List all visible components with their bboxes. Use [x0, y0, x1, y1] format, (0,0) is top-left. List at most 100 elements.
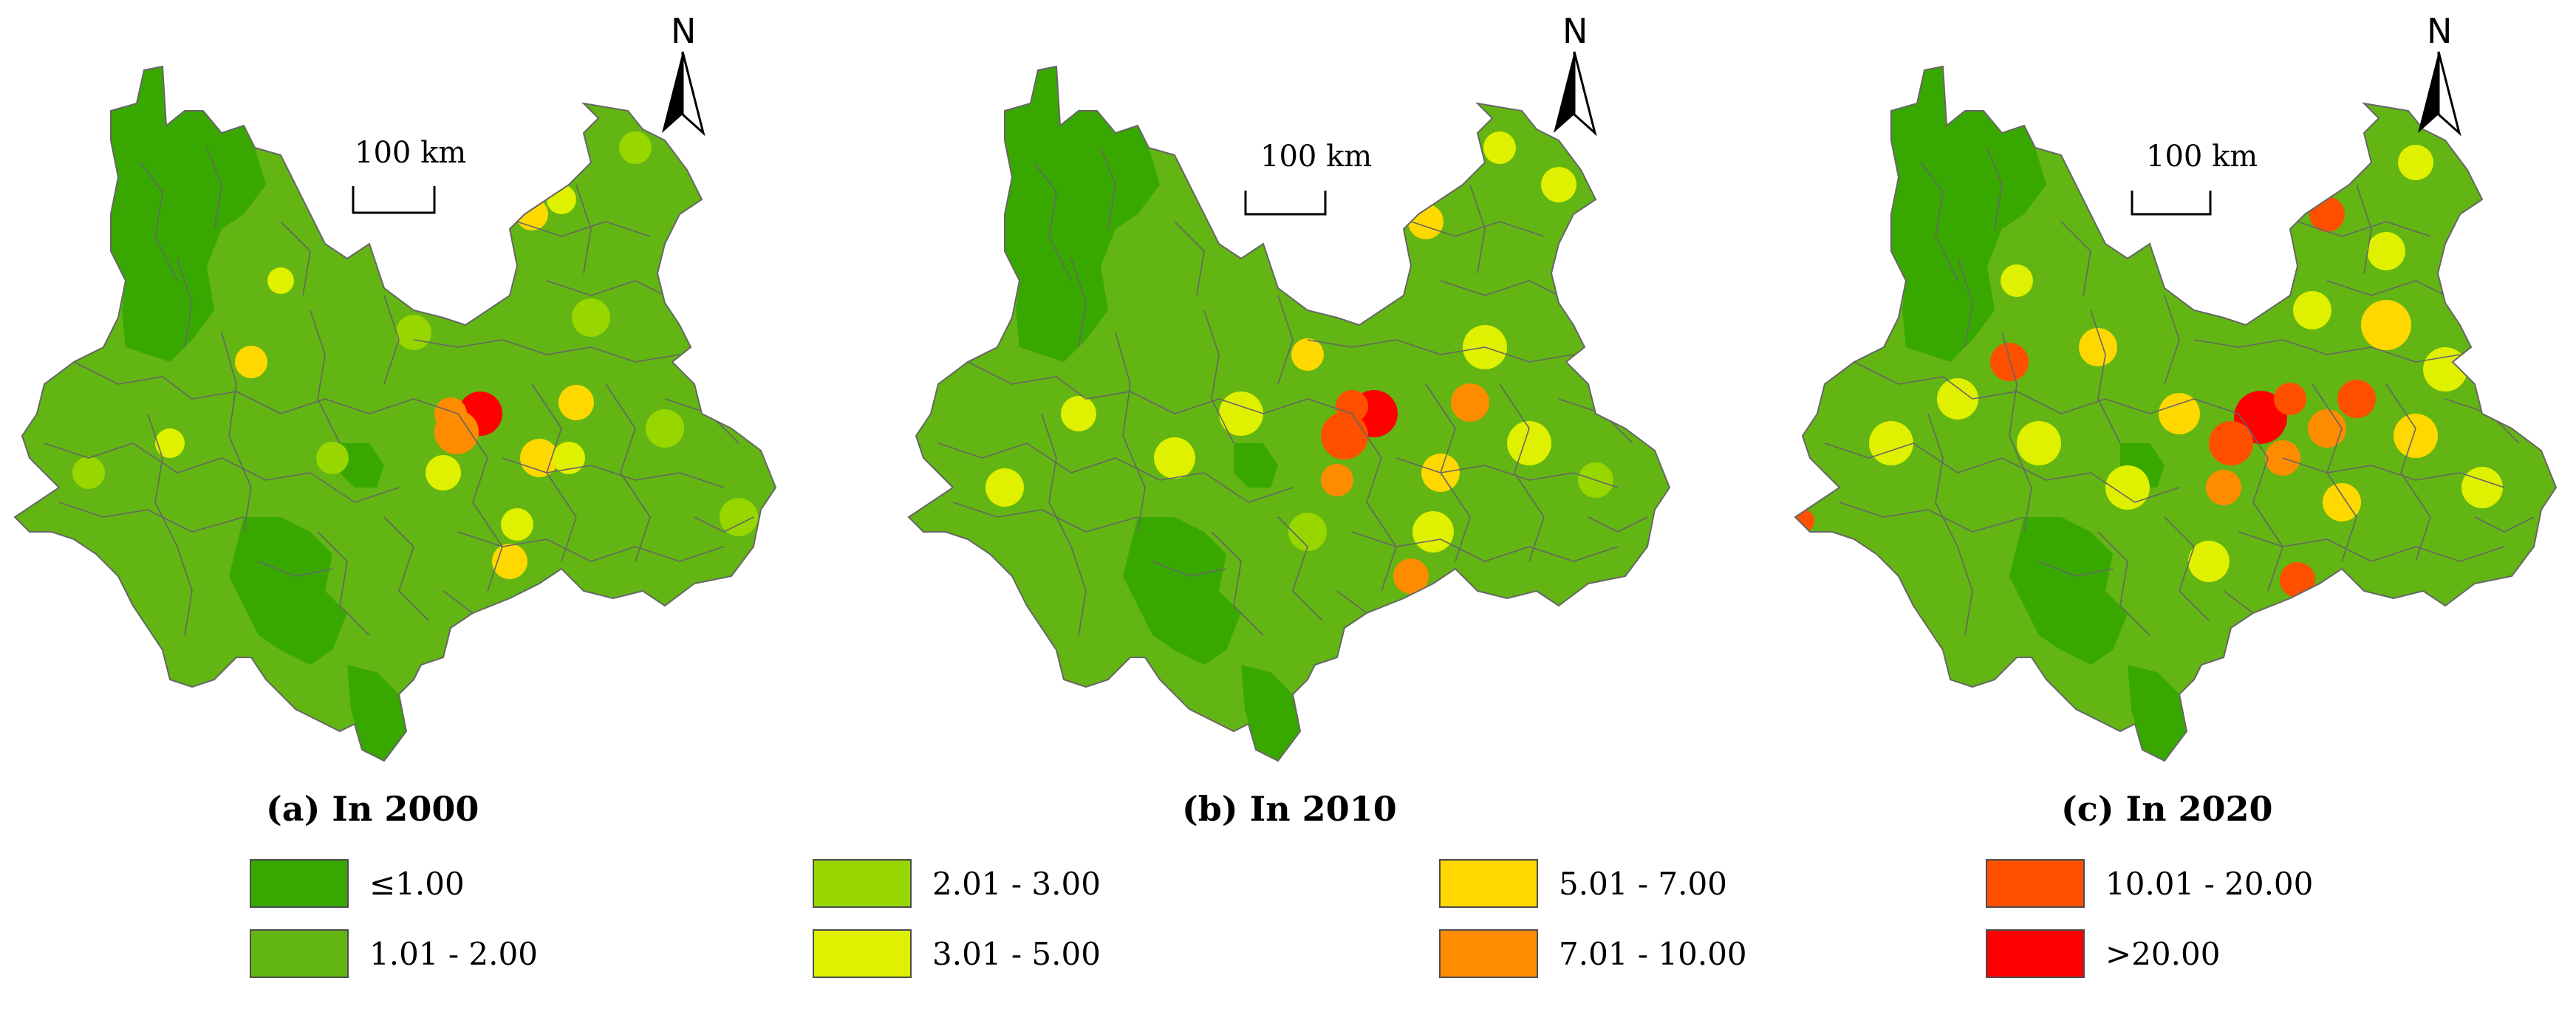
north-arrow-icon: N [1554, 11, 1597, 137]
density-hotspots [985, 131, 1613, 594]
density-region-c3to5 [2001, 264, 2033, 297]
density-region-c3to5 [1219, 392, 1263, 436]
legend-label: 5.01 - 7.00 [1559, 865, 1727, 902]
county-boundary [1920, 162, 1958, 281]
density-region-c5to7 [2323, 483, 2361, 522]
density-region-c5to7 [2394, 414, 2438, 458]
legend-swatch [1986, 859, 2085, 908]
county-boundary [58, 502, 245, 533]
county-boundary [1927, 413, 1973, 636]
legend-label: 2.01 - 3.00 [932, 865, 1101, 902]
legend-swatch [1439, 859, 1538, 908]
density-region-c3to5 [2293, 291, 2331, 329]
county-boundary [1469, 184, 1486, 274]
county-boundary [516, 221, 651, 237]
county-boundary [2385, 383, 2431, 562]
county-boundary [1351, 413, 1397, 592]
county-boundaries [44, 147, 754, 636]
county-boundary [2223, 590, 2254, 614]
density-region-c3to5 [2017, 421, 2061, 465]
county-boundary [2097, 531, 2150, 636]
county-boundary [177, 258, 193, 348]
density-hotspots [1795, 145, 2503, 598]
low-density-region [1123, 517, 1241, 665]
county-boundary [2297, 221, 2431, 237]
county-boundary [1824, 442, 2180, 503]
density-region-c3to5 [155, 428, 185, 458]
county-boundary [2060, 221, 2091, 296]
density-region-c2to3 [72, 457, 105, 489]
county-boundary [1957, 258, 1973, 348]
legend-label: >20.00 [2105, 935, 2221, 972]
county-boundary [1839, 502, 2025, 533]
density-region-c3to5 [2105, 465, 2150, 510]
low-density-regions [1005, 66, 1300, 761]
county-boundary [2164, 516, 2210, 621]
density-region-c3to5 [2461, 467, 2503, 508]
low-density-region [2009, 517, 2128, 665]
county-boundary [2282, 457, 2505, 488]
legend-item: 5.01 - 7.00 [1439, 859, 1727, 908]
density-region-c3to5 [1869, 421, 1913, 465]
density-region-c3to5 [426, 455, 461, 490]
county-boundary [457, 531, 725, 562]
density-region-c7to10 [2308, 409, 2346, 448]
county-boundary [317, 531, 370, 636]
county-boundary [258, 561, 333, 577]
density-region-c10to20 [1336, 390, 1368, 423]
county-boundary [1034, 162, 1072, 281]
county-boundary [1277, 516, 1323, 621]
legend-item: 10.01 - 20.00 [1986, 859, 2313, 908]
legend-label: 1.01 - 2.00 [369, 935, 538, 972]
legend-item: >20.00 [1986, 929, 2220, 978]
panel-title: (c) In 2020 [2061, 789, 2273, 829]
county-boundary [1395, 457, 1619, 488]
density-region-c7to10 [1321, 464, 1353, 496]
low-density-region [2128, 665, 2187, 761]
density-region-c3to5 [1412, 511, 1454, 553]
density-region-c7to10 [1451, 383, 1489, 422]
density-region-c3to5 [501, 508, 533, 541]
density-region-c10to20 [1990, 343, 2029, 381]
legend-item: 1.01 - 2.00 [250, 929, 538, 978]
county-boundary [310, 310, 341, 444]
low-density-region [1891, 66, 2046, 362]
county-boundary [206, 147, 222, 230]
county-boundary [1499, 383, 1545, 562]
low-density-region [111, 66, 266, 362]
density-region-c3to5 [2398, 145, 2433, 180]
county-boundary [2326, 280, 2446, 296]
scale-bar: 100 km [2131, 140, 2258, 216]
density-region-c5to7 [558, 385, 594, 420]
density-region-c2to3 [646, 409, 684, 448]
density-region-c3to5 [1154, 437, 1195, 479]
county-boundary [221, 332, 252, 533]
province-outline [907, 65, 1671, 762]
county-boundary [383, 516, 429, 621]
county-boundaries [1824, 147, 2535, 636]
county-boundary [1410, 221, 1545, 237]
county-boundary [443, 590, 474, 614]
county-boundary [1588, 516, 1648, 533]
density-region-c10to20 [2209, 421, 2253, 465]
low-density-regions [1891, 66, 2187, 761]
panel-title: (a) In 2000 [266, 789, 479, 829]
county-boundary [280, 221, 311, 296]
county-boundary [1336, 590, 1367, 614]
scale-bar: 100 km [352, 136, 466, 214]
province-outline [1794, 65, 2558, 762]
county-boundary [457, 413, 503, 592]
scale-bar: 100 km [1244, 140, 1372, 216]
county-boundary [2193, 339, 2461, 363]
density-region-c10to20 [2337, 380, 2376, 418]
low-density-region [340, 443, 384, 488]
density-region-c3to5 [1937, 378, 1978, 420]
density-region-c7to10 [1393, 558, 1429, 594]
density-region-c3to5 [1541, 167, 1576, 202]
density-region-c3to5 [267, 267, 294, 294]
density-region-c5to7 [2159, 393, 2200, 434]
density-region-c2to3 [720, 498, 758, 536]
legend-swatch [250, 859, 349, 908]
density-region-c2to3 [316, 442, 349, 474]
density-region-c10to20 [2280, 562, 2315, 598]
